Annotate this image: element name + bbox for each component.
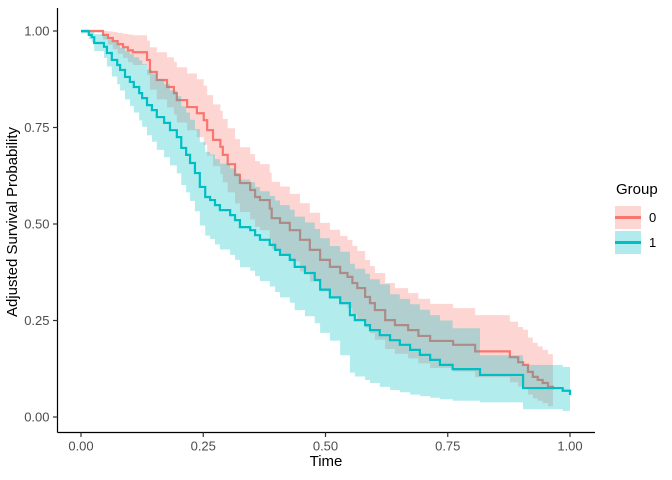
y-tick-label: 0.25 [24, 313, 49, 328]
x-axis-title: Time [310, 453, 343, 470]
legend-title: Group [616, 181, 658, 198]
survival-line-group-1 [81, 29, 572, 395]
axes: 0.00 0.25 0.50 0.75 1.00 0.00 0.25 0.50 0.75 1.00 [24, 8, 595, 454]
legend-key-group-1-line [615, 241, 641, 244]
y-tick-label: 0.00 [24, 410, 49, 425]
x-tick-label: 0.00 [68, 439, 93, 454]
y-tick-label: 0.75 [24, 120, 49, 135]
legend-key-group-0-line [615, 216, 641, 219]
x-tick-label: 0.75 [435, 439, 460, 454]
legend-entry-group-0: 0 [615, 206, 672, 229]
confidence-ribbon-group-0 [81, 31, 553, 408]
legend-key-group-1-swatch [615, 231, 641, 254]
legend: Group 0 1 [615, 181, 672, 256]
y-tick-label: 1.00 [24, 24, 49, 39]
legend-entry-group-1: 1 [615, 231, 672, 254]
plot-panel [81, 29, 572, 412]
legend-label-group-1: 1 [649, 235, 657, 250]
legend-key-group-0-swatch [615, 206, 641, 229]
x-tick-label: 0.25 [191, 439, 216, 454]
legend-label-group-0: 0 [649, 210, 657, 225]
survival-line-group-0 [81, 29, 554, 390]
y-tick-label: 0.50 [24, 217, 49, 232]
y-axis-title: Adjusted Survival Probability [4, 126, 21, 317]
x-tick-label: 1.00 [557, 439, 582, 454]
x-tick-label: 0.50 [313, 439, 338, 454]
